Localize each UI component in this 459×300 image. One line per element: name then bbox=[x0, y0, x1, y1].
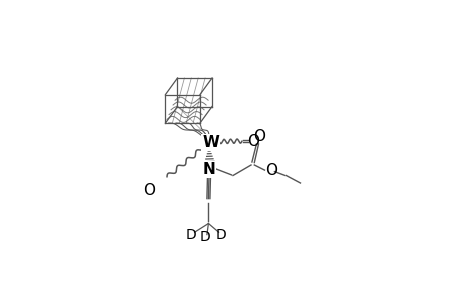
Text: D: D bbox=[215, 228, 226, 242]
Text: D: D bbox=[200, 230, 210, 244]
Text: O: O bbox=[265, 163, 277, 178]
Text: O: O bbox=[253, 129, 265, 144]
Text: D: D bbox=[185, 228, 196, 242]
Text: N: N bbox=[202, 162, 215, 177]
Text: O: O bbox=[143, 183, 155, 198]
Text: O: O bbox=[247, 134, 259, 148]
Text: W: W bbox=[202, 135, 218, 150]
